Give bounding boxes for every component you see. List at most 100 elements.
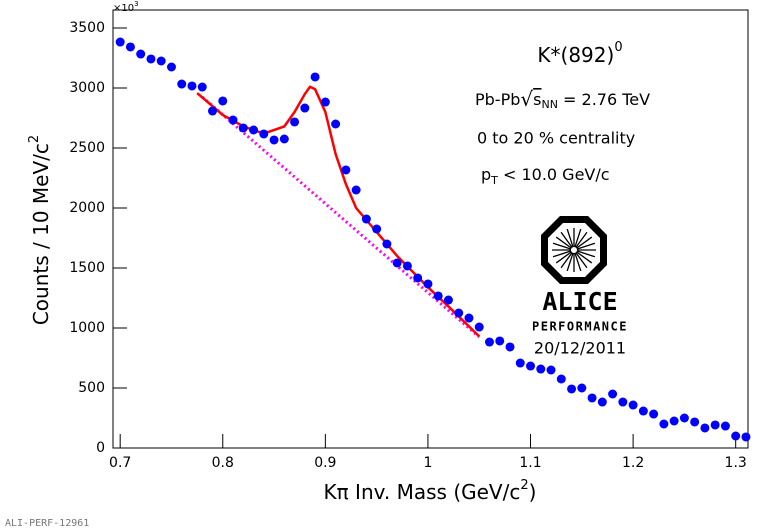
particle-label: K*(892)0 <box>537 40 622 67</box>
logo-spoke <box>574 252 582 272</box>
system-energy: = 2.76 TeV <box>558 90 650 109</box>
data-point <box>638 406 648 416</box>
multiplier-base: ×10 <box>113 3 134 14</box>
logo-text: ALICE <box>542 287 617 316</box>
data-point <box>228 115 238 125</box>
logo-spoke <box>560 252 573 269</box>
date-text: 20/12/2011 <box>534 339 626 358</box>
data-point <box>238 123 248 133</box>
data-point <box>372 224 382 234</box>
data-point <box>720 421 730 431</box>
data-point <box>433 291 443 301</box>
data-point <box>741 432 751 442</box>
data-point <box>156 56 166 66</box>
data-point <box>577 383 587 393</box>
logo-spoke <box>575 231 588 248</box>
data-point <box>249 125 259 135</box>
alice-logo <box>541 216 607 284</box>
data-point <box>392 258 402 268</box>
x-label-exponent: 2 <box>520 478 528 493</box>
data-point <box>279 134 289 144</box>
data-point <box>208 106 218 116</box>
logo-spoke <box>566 228 574 248</box>
logo-inner <box>548 223 600 277</box>
y-tick-label: 1000 <box>69 320 105 336</box>
pt-subscript: T <box>490 174 498 187</box>
data-point <box>567 384 577 394</box>
data-point <box>423 279 433 289</box>
pt-label: pT < 10.0 GeV/c <box>481 165 610 188</box>
pt-p: p <box>481 165 491 184</box>
data-point <box>731 431 741 441</box>
data-point <box>136 49 146 59</box>
y-tick-label: 3000 <box>69 80 105 96</box>
data-point <box>177 79 187 89</box>
data-point <box>556 374 566 384</box>
data-point <box>259 129 269 139</box>
data-point <box>125 42 135 52</box>
x-label-text: Kπ Inv. Mass (GeV/c <box>324 480 521 504</box>
y-label-exponent: 2 <box>27 135 42 143</box>
logo-spoke <box>576 250 596 258</box>
data-point <box>361 214 371 224</box>
data-point <box>331 119 341 129</box>
data-point <box>197 82 207 92</box>
data-point <box>187 81 197 91</box>
data-point <box>515 358 525 368</box>
logo-spoke <box>576 236 593 249</box>
data-point <box>546 365 556 375</box>
data-point <box>679 413 689 423</box>
data-point <box>310 72 320 82</box>
system-name: Pb-Pb <box>475 90 520 109</box>
x-tick-label: 1.1 <box>519 455 541 471</box>
data-point <box>290 117 300 127</box>
logo-spoke <box>575 252 588 269</box>
centrality-label: 0 to 20 % centrality <box>477 129 635 148</box>
data-point <box>597 397 607 407</box>
data-point <box>536 364 546 374</box>
x-tick-label: 0.9 <box>314 455 336 471</box>
system-label: Pb-Pb√sNN = 2.76 TeV <box>475 87 650 112</box>
data-point <box>474 322 484 332</box>
x-tick-label: 0.7 <box>109 455 131 471</box>
x-tick-label: 1 <box>423 455 432 471</box>
performance-text: PERFORMANCE <box>532 320 628 334</box>
data-point <box>618 397 628 407</box>
data-point <box>484 337 494 347</box>
data-point <box>690 417 700 427</box>
logo-spoke <box>552 242 572 250</box>
logo-spokes <box>552 228 596 272</box>
sqrt-s: s <box>533 90 541 109</box>
data-point <box>115 37 125 47</box>
logo-spoke <box>566 252 574 272</box>
logo-spoke <box>576 242 596 250</box>
data-point <box>669 416 679 426</box>
logo-spoke <box>555 251 572 264</box>
data-point <box>300 103 310 113</box>
axis-multiplier: ×103 <box>113 0 139 14</box>
data-point <box>320 97 330 107</box>
data-point <box>166 62 176 72</box>
y-tick-label: 1500 <box>69 260 105 276</box>
logo-spoke <box>574 228 582 248</box>
data-point <box>700 423 710 433</box>
y-axis-label: Counts / 10 MeV/c2 <box>27 135 53 325</box>
x-axis-label: Kπ Inv. Mass (GeV/c2) <box>324 478 537 504</box>
y-tick-label: 3500 <box>69 20 105 36</box>
data-point <box>218 96 228 106</box>
data-point <box>526 361 536 371</box>
y-tick-label: 2000 <box>69 200 105 216</box>
data-point <box>351 185 361 195</box>
y-label-text: Counts / 10 MeV/c <box>29 143 53 325</box>
multiplier-exponent: 3 <box>134 0 138 8</box>
data-point <box>587 393 597 403</box>
y-tick-label: 0 <box>96 440 105 456</box>
x-tick-label: 0.8 <box>212 455 234 471</box>
data-point <box>710 420 720 430</box>
data-point <box>382 239 392 249</box>
data-point <box>269 135 279 145</box>
logo-spoke <box>576 251 593 264</box>
